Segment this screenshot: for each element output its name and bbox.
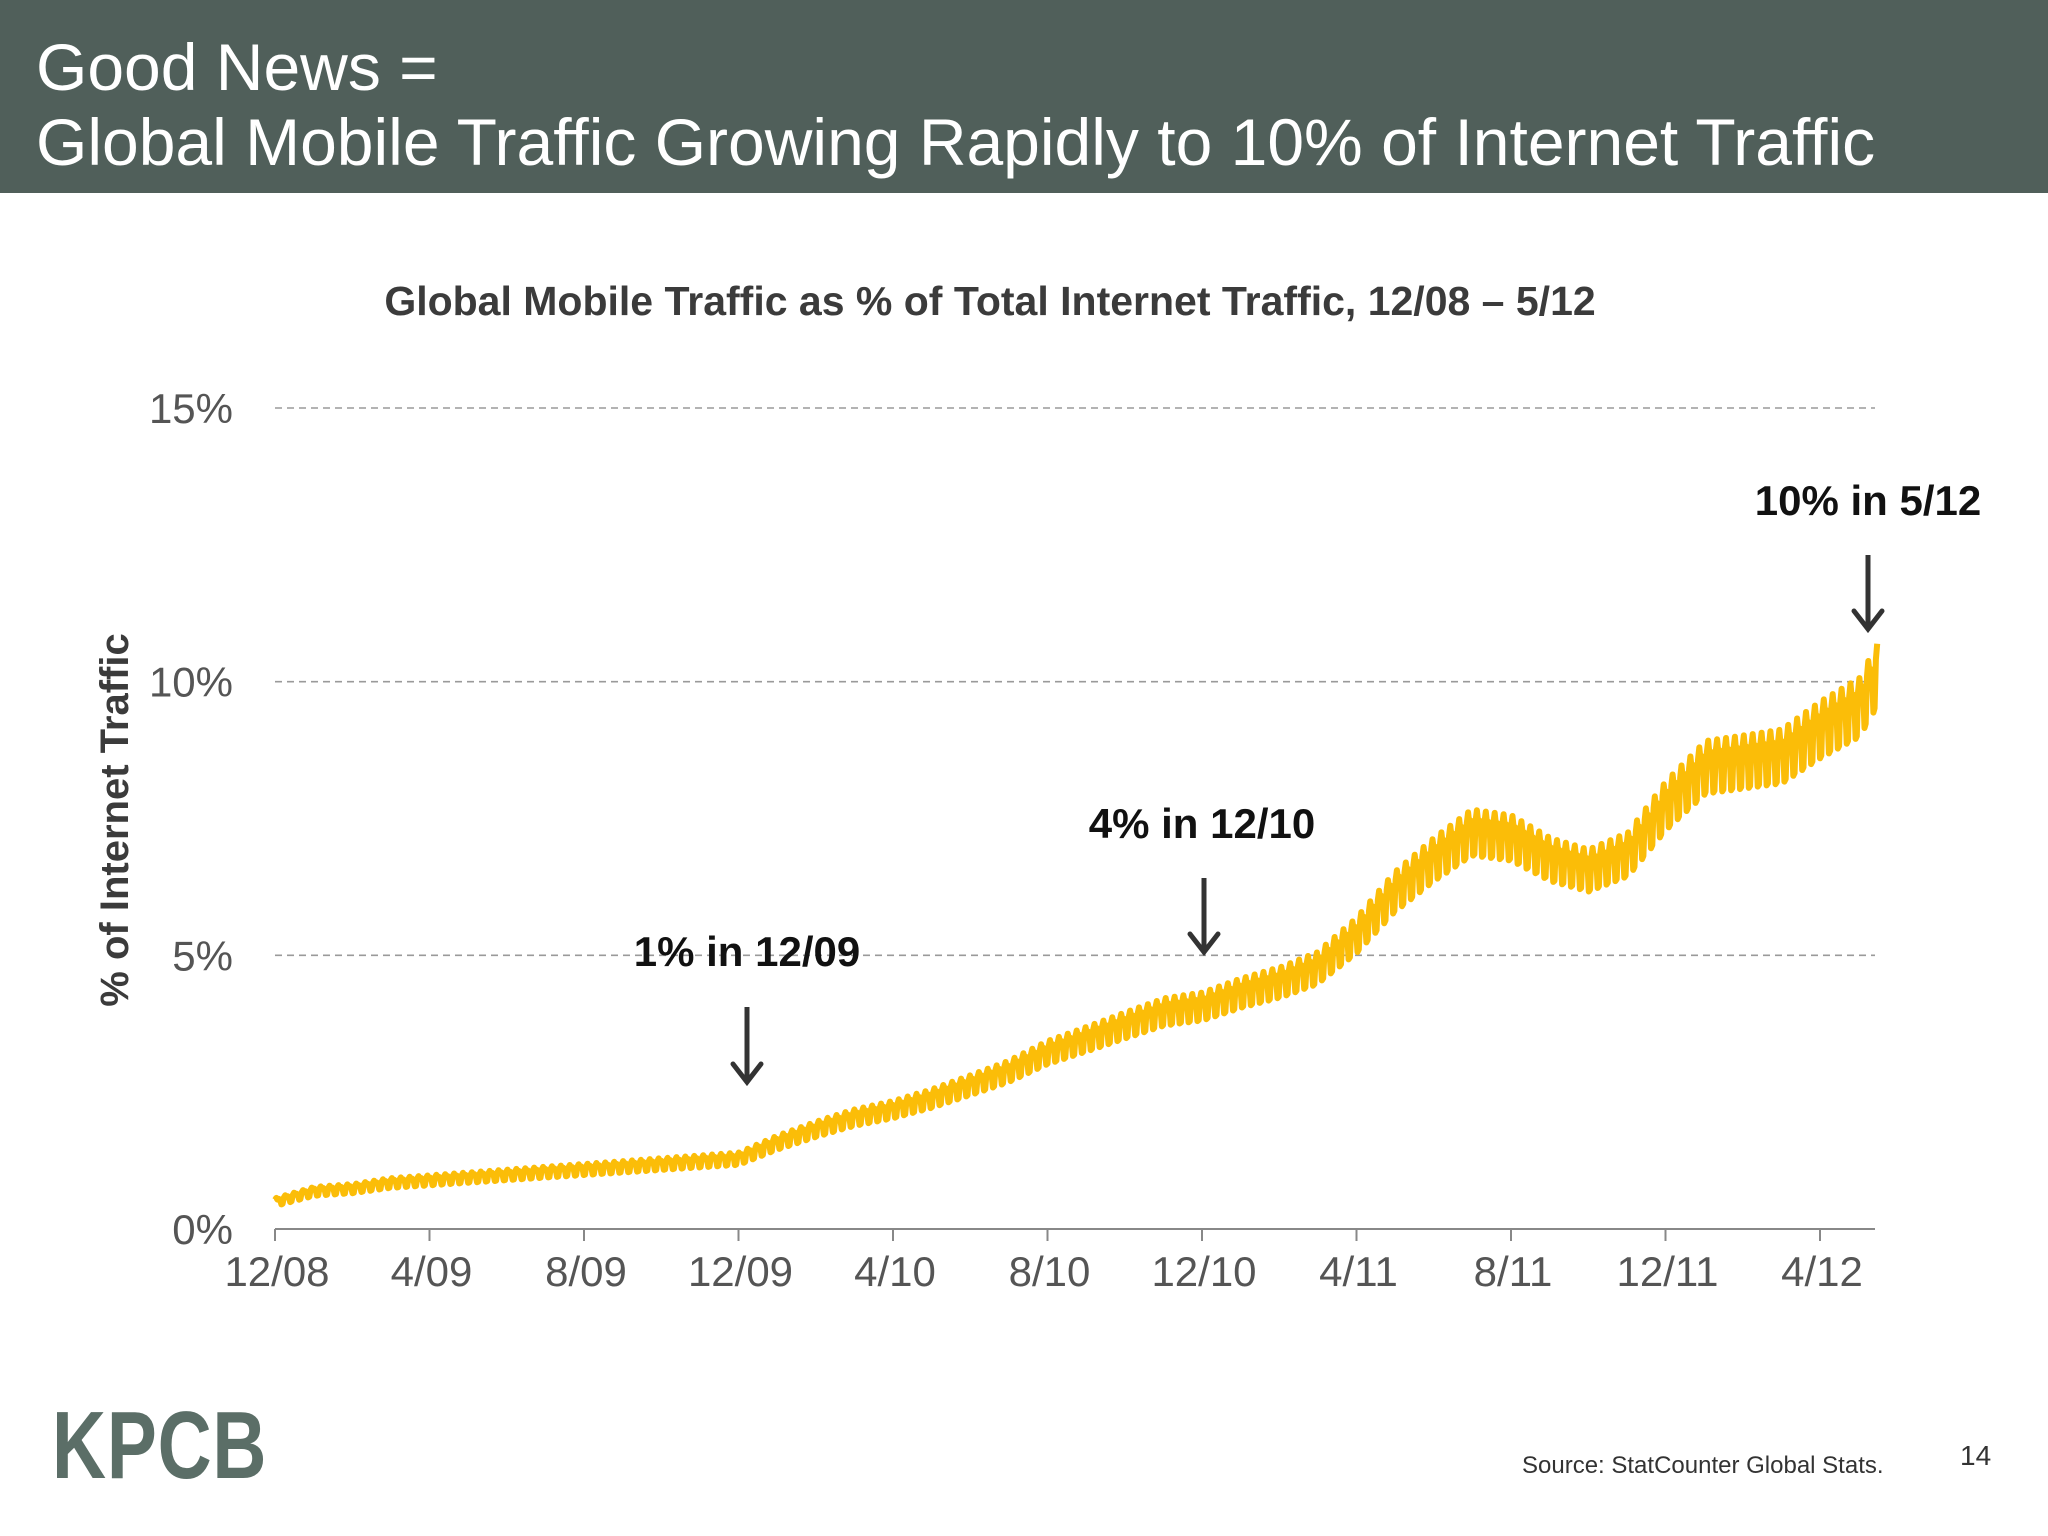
annotation-arrow-head — [730, 1061, 764, 1087]
annotation-label: 4% in 12/10 — [1089, 800, 1315, 847]
x-tick-label: 8/09 — [545, 1248, 627, 1295]
y-axis-title: % of Internet Traffic — [93, 633, 137, 1006]
y-tick-label: 5% — [172, 932, 233, 979]
x-tick-label: 12/09 — [688, 1248, 793, 1295]
annotation-arrow-head — [1187, 931, 1221, 957]
slide-title-line-2: Global Mobile Traffic Growing Rapidly to… — [36, 105, 1876, 179]
x-tick-label: 12/08 — [224, 1248, 329, 1295]
page-number: 14 — [1960, 1440, 1992, 1471]
y-tick-label: 0% — [172, 1206, 233, 1253]
annotation-arrow-head — [1851, 608, 1885, 634]
kpcb-logo: KPCB — [52, 1392, 268, 1499]
x-tick-label: 12/10 — [1151, 1248, 1256, 1295]
x-tick-label: 8/10 — [1009, 1248, 1091, 1295]
slide-header: Good News = Global Mobile Traffic Growin… — [0, 0, 2048, 193]
y-tick-label: 10% — [149, 659, 233, 706]
x-tick-label: 12/11 — [1617, 1248, 1719, 1295]
annotation-label: 1% in 12/09 — [634, 928, 860, 975]
x-tick-label: 4/11 — [1319, 1248, 1398, 1295]
x-tick-label: 4/10 — [854, 1248, 936, 1295]
source-note: Source: StatCounter Global Stats. — [1522, 1452, 1884, 1479]
x-tick-label: 8/11 — [1474, 1248, 1553, 1295]
series-line — [272, 643, 1881, 1208]
x-tick-label: 4/12 — [1781, 1248, 1863, 1295]
chart-title: Global Mobile Traffic as % of Total Inte… — [384, 278, 1596, 324]
annotation-label: 10% in 5/12 — [1755, 477, 1981, 524]
slide-title-line-1: Good News = — [36, 30, 438, 104]
x-tick-label: 4/09 — [391, 1248, 473, 1295]
y-tick-label: 15% — [149, 385, 233, 432]
